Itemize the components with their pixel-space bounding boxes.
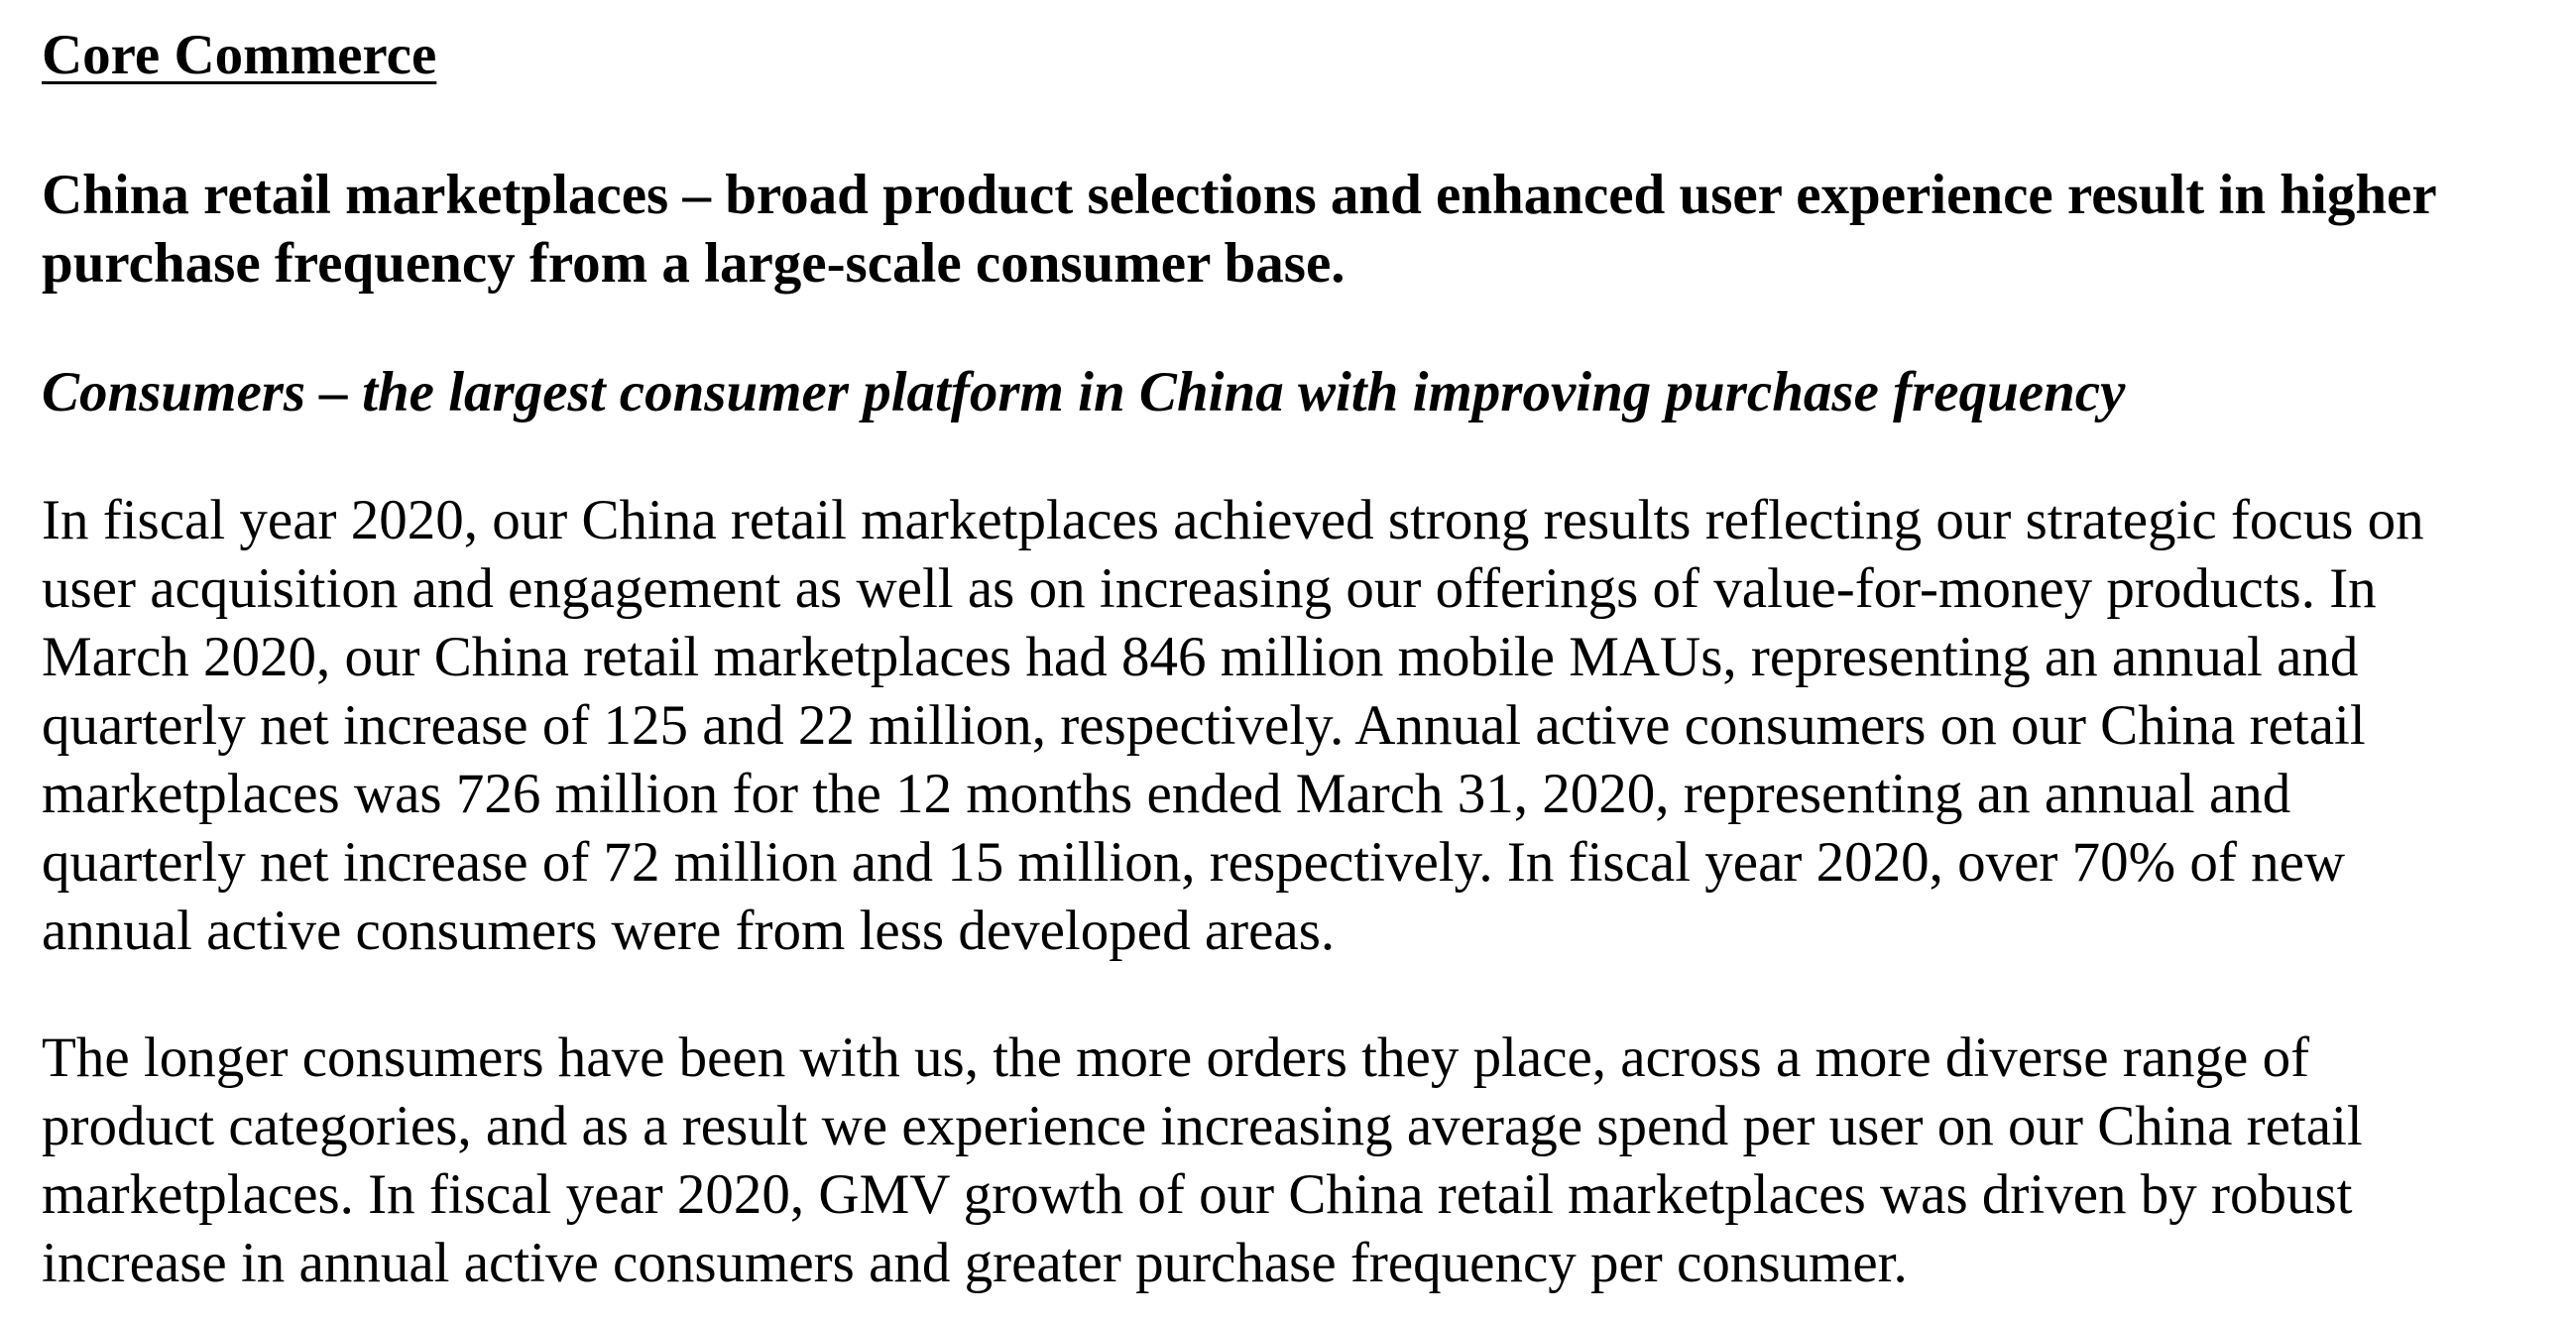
- paragraph-line: quarterly net increase of 125 and 22 mil…: [42, 694, 2366, 757]
- subheading-line: purchase frequency from a large-scale co…: [42, 232, 1346, 295]
- italic-heading: Consumers – the largest consumer platfor…: [42, 361, 2126, 423]
- subheading-line: China retail marketplaces – broad produc…: [42, 164, 2437, 226]
- paragraph-line: The longer consumers have been with us, …: [42, 1026, 2310, 1089]
- paragraph-line: marketplaces. In fiscal year 2020, GMV g…: [42, 1163, 2353, 1226]
- paragraph-line: marketplaces was 726 million for the 12 …: [42, 763, 2291, 825]
- paragraph-line: increase in annual active consumers and …: [42, 1232, 1908, 1294]
- document-page: Core Commerce China retail marketplaces …: [42, 0, 2560, 1325]
- paragraph-line: March 2020, our China retail marketplace…: [42, 626, 2359, 688]
- section-heading: Core Commerce: [42, 24, 437, 86]
- paragraph-line: quarterly net increase of 72 million and…: [42, 831, 2346, 894]
- paragraph-line: annual active consumers were from less d…: [42, 900, 1336, 962]
- paragraph-line: In fiscal year 2020, our China retail ma…: [42, 489, 2424, 551]
- paragraph-line: user acquisition and engagement as well …: [42, 557, 2377, 620]
- paragraph-line: product categories, and as a result we e…: [42, 1095, 2363, 1157]
